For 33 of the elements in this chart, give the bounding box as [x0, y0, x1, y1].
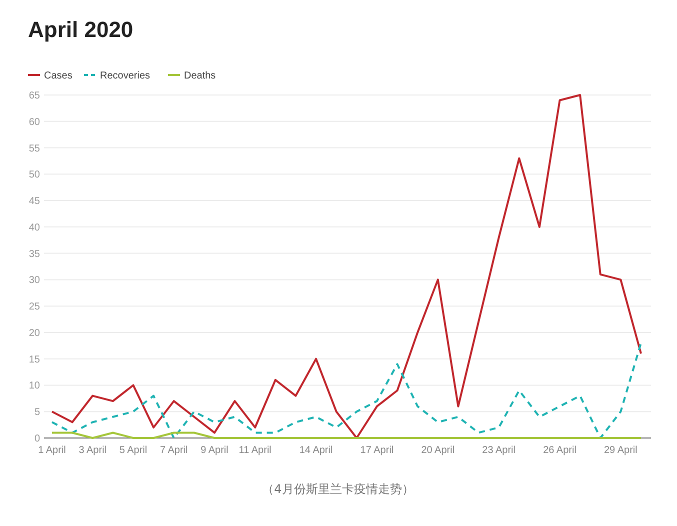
x-tick-label: 3 April: [78, 445, 107, 456]
y-tick-label: 55: [28, 143, 40, 154]
y-tick-label: 65: [28, 90, 40, 102]
line-series: [51, 94, 642, 439]
legend-label: Deaths: [184, 70, 216, 82]
y-tick-label: 0: [34, 434, 40, 444]
x-tick-label: 20 April: [421, 445, 455, 456]
text: （4月份斯里兰卡疫情走势）: [262, 482, 414, 496]
x-tick-label: 1 April: [38, 445, 66, 456]
x-tick-label: 17 April: [360, 445, 394, 456]
y-tick-label: 60: [28, 116, 40, 128]
x-tick-label: 5 April: [119, 445, 148, 456]
chart-title: April 2020: [28, 17, 134, 42]
x-tick-label: 23 April: [482, 445, 516, 456]
legend-label: Recoveries: [100, 70, 150, 82]
y-tick-label: 15: [28, 354, 40, 366]
x-tick-label: 14 April: [299, 445, 333, 456]
y-tick-label: 10: [28, 380, 40, 392]
y-tick-label: 20: [28, 328, 40, 339]
y-tick-label: 35: [28, 248, 40, 260]
x-tick-label: 11 April: [238, 445, 272, 456]
y-tick-label: 25: [28, 302, 40, 313]
x-tick-label: 7 April: [160, 445, 188, 456]
y-tick-label: 45: [28, 196, 40, 208]
legend-label: Cases: [44, 70, 72, 82]
y-tick-label: 40: [28, 222, 40, 234]
x-tick-label: 29 April: [604, 445, 638, 456]
x-tick-label: 26 April: [543, 445, 576, 456]
y-tick-label: 50: [28, 170, 40, 181]
line-series: [51, 342, 642, 439]
x-tick-label: 9 April: [200, 445, 228, 456]
y-tick-label: 5: [34, 407, 40, 418]
y-tick-label: 30: [28, 275, 40, 286]
